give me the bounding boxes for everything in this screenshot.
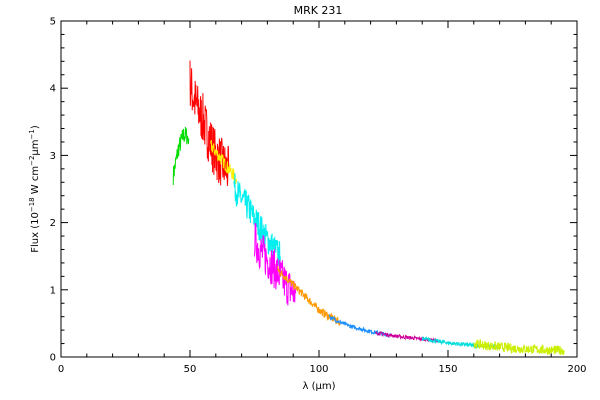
y-tick-label: 5 bbox=[50, 17, 56, 28]
x-axis-label: λ (μm) bbox=[302, 381, 335, 392]
y-tick-label: 4 bbox=[50, 84, 56, 95]
y-tick-label: 3 bbox=[50, 151, 56, 162]
series-line-2 bbox=[189, 60, 230, 186]
series-line-6 bbox=[277, 266, 341, 326]
series-line-4 bbox=[233, 173, 281, 269]
y-label-exp3: −1 bbox=[28, 129, 36, 139]
series-line-1 bbox=[172, 126, 190, 185]
chart-title: MRK 231 bbox=[294, 4, 343, 17]
x-tick-label: 100 bbox=[309, 364, 328, 375]
y-tick-label: 0 bbox=[50, 353, 56, 364]
y-label-exp2: −2 bbox=[28, 156, 36, 166]
y-label-mu: μm bbox=[30, 139, 41, 155]
x-tick-label: 50 bbox=[184, 364, 197, 375]
y-tick-label: 1 bbox=[50, 285, 56, 296]
y-label-exp1: −18 bbox=[28, 197, 36, 212]
x-tick-label: 150 bbox=[438, 364, 457, 375]
series-line-8 bbox=[375, 331, 439, 344]
y-label-prefix: Flux (10 bbox=[30, 212, 41, 253]
y-tick-label: 2 bbox=[50, 218, 56, 229]
series-line-3 bbox=[210, 139, 237, 184]
x-tick-label: 0 bbox=[58, 364, 64, 375]
plot-frame bbox=[60, 20, 578, 358]
series-line-10 bbox=[473, 339, 565, 356]
x-tick-label: 200 bbox=[567, 364, 586, 375]
y-label-mid: W cm bbox=[30, 166, 41, 197]
series-layer bbox=[172, 60, 565, 356]
ticks-layer: 0 50 100 150 200 0 1 2 3 4 5 bbox=[50, 17, 587, 376]
y-axis-label: Flux (10−18 W cm−2μm−1) bbox=[28, 125, 41, 253]
y-label-suffix: ) bbox=[30, 125, 41, 129]
